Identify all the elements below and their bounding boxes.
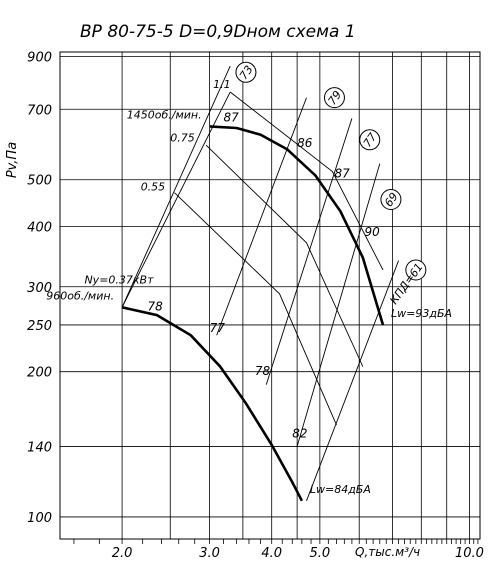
x-tick-label: 2.0: [112, 546, 133, 561]
power-line: [121, 65, 231, 308]
point-label: 77: [210, 321, 226, 335]
performance-curves: 1450об./мин. Lw=93дБА 960об./мин. Lw=84дБА: [46, 108, 452, 502]
y-tick-label: 140: [27, 440, 52, 455]
lw-label: Lw=84дБА: [310, 483, 371, 496]
efficiency-rays: [121, 91, 399, 501]
x-tick-label: 3.0: [199, 546, 220, 561]
efficiency-circle: [380, 189, 402, 211]
y-axis-label: Pv,Па: [5, 142, 20, 178]
efficiency-circle: [323, 87, 345, 109]
power-line: [205, 144, 364, 367]
horizontal-grid: [60, 56, 480, 518]
efficiency-circle: [359, 129, 381, 151]
x-tick-label: 10.0: [455, 546, 484, 561]
x-axis-label: Q,тыс.м³/ч: [355, 545, 420, 559]
power-label: 0.55: [141, 180, 166, 193]
plot-frame: [59, 51, 481, 540]
efficiency-ray: [121, 91, 231, 308]
power-lines: Ny=0.37кВт 0.55 0.75 1.1: [84, 65, 384, 426]
axis-ticks: 100 140 200 250 300 400 500 700 900 2.0 3.0 4.0 5.0 1…: [27, 51, 484, 561]
point-label: 90: [365, 225, 381, 239]
y-tick-label: 250: [27, 319, 52, 334]
x-tick-label: 4.0: [261, 546, 282, 561]
y-tick-label: 100: [27, 511, 52, 526]
point-label: 87: [334, 167, 350, 181]
y-tick-label: 400: [27, 220, 52, 235]
efficiency-ray: [296, 163, 381, 447]
efficiency-ray: [306, 260, 399, 501]
y-tick-label: 200: [27, 366, 52, 381]
curve-label: 1450об./мин.: [127, 108, 202, 121]
power-label: 0.75: [170, 132, 195, 145]
curve-960об./мин.: [121, 306, 304, 502]
power-line: [174, 192, 337, 426]
point-label: 87: [224, 111, 240, 125]
point-label: 82: [292, 427, 307, 441]
power-label: 1.1: [213, 78, 231, 91]
y-tick-label: 900: [27, 51, 52, 66]
efficiency-circle: [235, 61, 257, 83]
efficiency-circle: [405, 259, 427, 281]
point-label: 78: [255, 364, 271, 378]
y-tick-label: 500: [27, 174, 52, 189]
efficiency-ray: [216, 97, 307, 336]
chart-title: ВР 80-75-5 D=0,9Dном схема 1: [80, 22, 356, 42]
power-label: Ny=0.37кВт: [84, 273, 154, 286]
point-label: 78: [148, 299, 164, 313]
lw-label: Lw=93дБА: [391, 307, 452, 320]
point-label: 86: [297, 136, 313, 150]
y-tick-label: 700: [27, 103, 52, 118]
x-tick-label: 5.0: [310, 546, 331, 561]
y-tick-label: 300: [27, 281, 52, 296]
power-line: [229, 91, 384, 271]
curve-label: 960об./мин.: [46, 289, 114, 302]
curve-1450об./мин.: [209, 125, 385, 326]
efficiency-ray: [265, 118, 353, 385]
